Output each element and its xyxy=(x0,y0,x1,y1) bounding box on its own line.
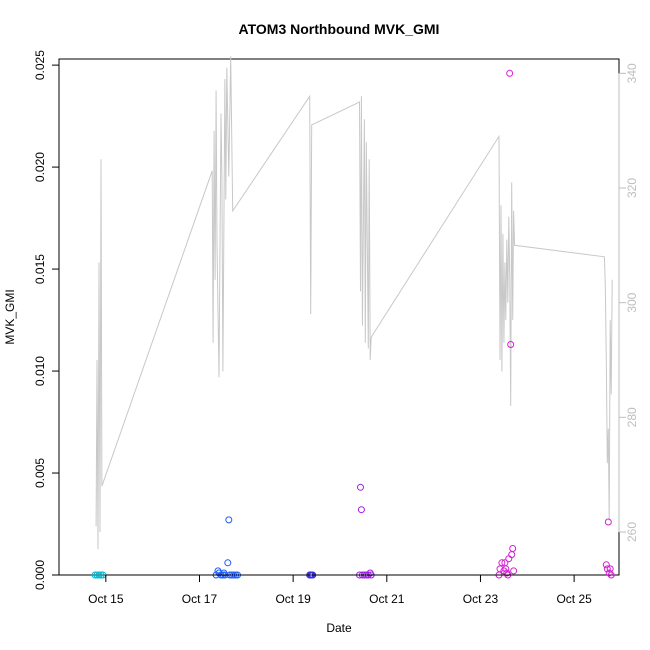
data-point xyxy=(225,516,233,524)
y2-tick-label: 300 xyxy=(625,292,639,312)
data-point xyxy=(507,341,515,348)
data-point xyxy=(357,506,365,514)
x-tick-label: Oct 15 xyxy=(88,592,124,606)
x-tick-label: Oct 21 xyxy=(369,592,405,606)
secondary-line-layer xyxy=(95,56,613,550)
data-point xyxy=(215,569,223,577)
data-point xyxy=(357,483,364,491)
x-tick-label: Oct 17 xyxy=(182,592,218,606)
y-tick-label: 0.000 xyxy=(33,560,47,590)
x-axis-label: Date xyxy=(326,621,352,635)
data-point xyxy=(603,565,611,573)
data-point xyxy=(604,518,612,526)
data-point xyxy=(224,559,232,567)
data-point xyxy=(509,545,517,552)
x-tick-label: Oct 23 xyxy=(463,592,499,606)
chart-title: ATOM3 Northbound MVK_GMI xyxy=(239,21,440,37)
data-point xyxy=(607,571,615,579)
data-point xyxy=(602,561,610,569)
data-point xyxy=(498,559,506,567)
data-point xyxy=(502,565,510,573)
y-tick-label: 0.020 xyxy=(33,152,47,182)
y-axis-right: 260 280 300 320 340 xyxy=(618,63,639,542)
y2-tick-label: 340 xyxy=(625,63,639,83)
data-point xyxy=(506,69,514,77)
y-tick-label: 0.005 xyxy=(33,458,47,488)
data-point xyxy=(97,571,105,579)
y2-tick-label: 320 xyxy=(625,178,639,198)
y2-tick-label: 260 xyxy=(625,522,639,542)
data-point xyxy=(510,567,518,575)
y-tick-label: 0.025 xyxy=(33,50,47,80)
y2-tick-label: 280 xyxy=(625,407,639,427)
data-point xyxy=(605,569,613,577)
secondary-line xyxy=(95,56,613,550)
x-tick-label: Oct 25 xyxy=(556,592,592,606)
y-tick-label: 0.010 xyxy=(33,356,47,386)
y-tick-label: 0.015 xyxy=(33,254,47,284)
data-point xyxy=(95,571,103,579)
y-axis-label: MVK_GMI xyxy=(3,289,17,344)
x-axis: Oct 15 Oct 17 Oct 19 Oct 21 Oct 23 Oct 25 xyxy=(88,574,592,606)
y-axis-left: 0.000 0.005 0.010 0.015 0.020 0.025 xyxy=(33,50,60,590)
x-tick-label: Oct 19 xyxy=(275,592,311,606)
